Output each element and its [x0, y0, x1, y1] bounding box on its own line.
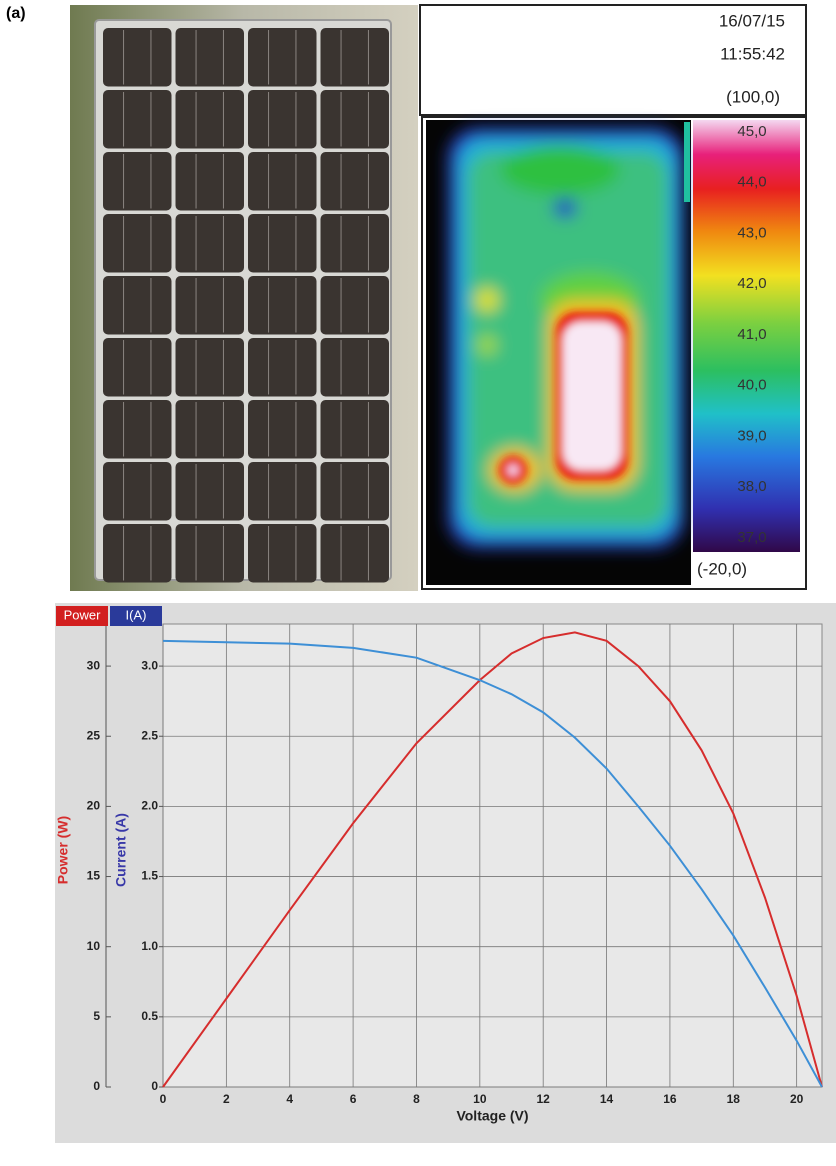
time: 11:55:42 [720, 44, 785, 63]
solar-cell [103, 90, 172, 149]
solar-cell [248, 338, 317, 397]
solar-cell [175, 90, 244, 149]
solar-cell [320, 524, 389, 583]
date: 16/07/15 [719, 11, 785, 30]
solar-cell [175, 28, 244, 87]
solar-cell [320, 338, 389, 397]
scale-label: 40,0 [737, 377, 766, 394]
x-tick-label: 8 [413, 1092, 420, 1106]
legend-label: Power [64, 607, 102, 622]
solar-cell [175, 524, 244, 583]
solar-cell [103, 338, 172, 397]
solar-cell [320, 28, 389, 87]
solar-cell [320, 90, 389, 149]
thermal-panel: 16/07/15 11:55:42 (100,0) 45,0 44,0 43,0 42… [419, 4, 807, 590]
series-line [162, 639, 823, 1088]
plot-area [162, 623, 823, 1088]
solar-cell [248, 400, 317, 459]
scale-label: 45,0 [737, 123, 766, 140]
scale-label: 37,0 [737, 529, 766, 546]
scale-label: 44,0 [737, 174, 766, 191]
x-tick-label: 16 [663, 1092, 677, 1106]
solar-cell [103, 152, 172, 211]
x-tick-label: 10 [473, 1092, 487, 1106]
solar-cell [175, 462, 244, 521]
y-tick-label: 25 [87, 728, 101, 742]
solar-cell [248, 28, 317, 87]
solar-cell [248, 152, 317, 211]
y2-tick-label: 2.0 [141, 799, 158, 813]
y-tick-label: 30 [87, 658, 101, 672]
scale-label: 38,0 [737, 478, 766, 495]
min-label: (-20,0) [697, 559, 747, 578]
y2-tick-label: 2.5 [141, 728, 158, 742]
solar-cell [248, 524, 317, 583]
y-tick-label: 0 [93, 1079, 100, 1093]
x-tick-label: 18 [727, 1092, 741, 1106]
y-tick-label: 10 [87, 939, 101, 953]
y-tick-label: 5 [93, 1009, 100, 1023]
y2-tick-label: 0 [151, 1079, 158, 1093]
solar-cell [320, 462, 389, 521]
solar-cell [248, 90, 317, 149]
solar-cell [103, 28, 172, 87]
solar-cell [248, 276, 317, 335]
max-label: (100,0) [726, 87, 780, 106]
series-line [162, 631, 823, 1088]
solar-cell [320, 152, 389, 211]
solar-cell [103, 214, 172, 273]
y2-tick-label: 1.5 [141, 869, 158, 883]
solar-cell [103, 400, 172, 459]
solar-cell [175, 214, 244, 273]
y-tick-label: 15 [87, 869, 101, 883]
x-tick-label: 2 [223, 1092, 230, 1106]
legend-label: I(A) [126, 607, 147, 622]
x-tick-label: 4 [286, 1092, 293, 1106]
figure-label: (a) [6, 5, 26, 22]
solar-cell [175, 152, 244, 211]
scale-label: 43,0 [737, 224, 766, 241]
solar-cell [320, 214, 389, 273]
y-axis-title: Power (W) [55, 816, 71, 884]
solar-cell [103, 276, 172, 335]
solar-cell [320, 400, 389, 459]
y-tick-label: 20 [87, 799, 101, 813]
x-tick-label: 14 [600, 1092, 614, 1106]
scale-label: 42,0 [737, 275, 766, 292]
x-axis-title: Voltage (V) [456, 1108, 528, 1124]
solar-cell [103, 462, 172, 521]
solar-cell [175, 338, 244, 397]
x-tick-label: 6 [350, 1092, 357, 1106]
scale-label: 41,0 [737, 326, 766, 343]
panel-photo [70, 5, 418, 591]
y2-tick-label: 0.5 [141, 1009, 158, 1023]
solar-cell [175, 276, 244, 335]
legend-swatch [56, 606, 108, 626]
y2-tick-label: 3.0 [141, 658, 158, 672]
solar-cell [248, 462, 317, 521]
y2-axis-title: Current (A) [113, 813, 129, 887]
solar-cell [103, 524, 172, 583]
x-tick-label: 20 [790, 1092, 804, 1106]
chart: 0 2 4 6 8 10 12 14 16 18 20 0 5 10 15 20 25 30 0 0.5 1.0 1.5 2… [55, 606, 823, 1124]
solar-cell [320, 276, 389, 335]
solar-cell [175, 400, 244, 459]
x-tick-label: 12 [537, 1092, 551, 1106]
x-tick-label: 0 [160, 1092, 167, 1106]
solar-cell [248, 214, 317, 273]
y2-tick-label: 1.0 [141, 939, 158, 953]
legend-swatch [110, 606, 162, 626]
scale-label: 39,0 [737, 427, 766, 444]
